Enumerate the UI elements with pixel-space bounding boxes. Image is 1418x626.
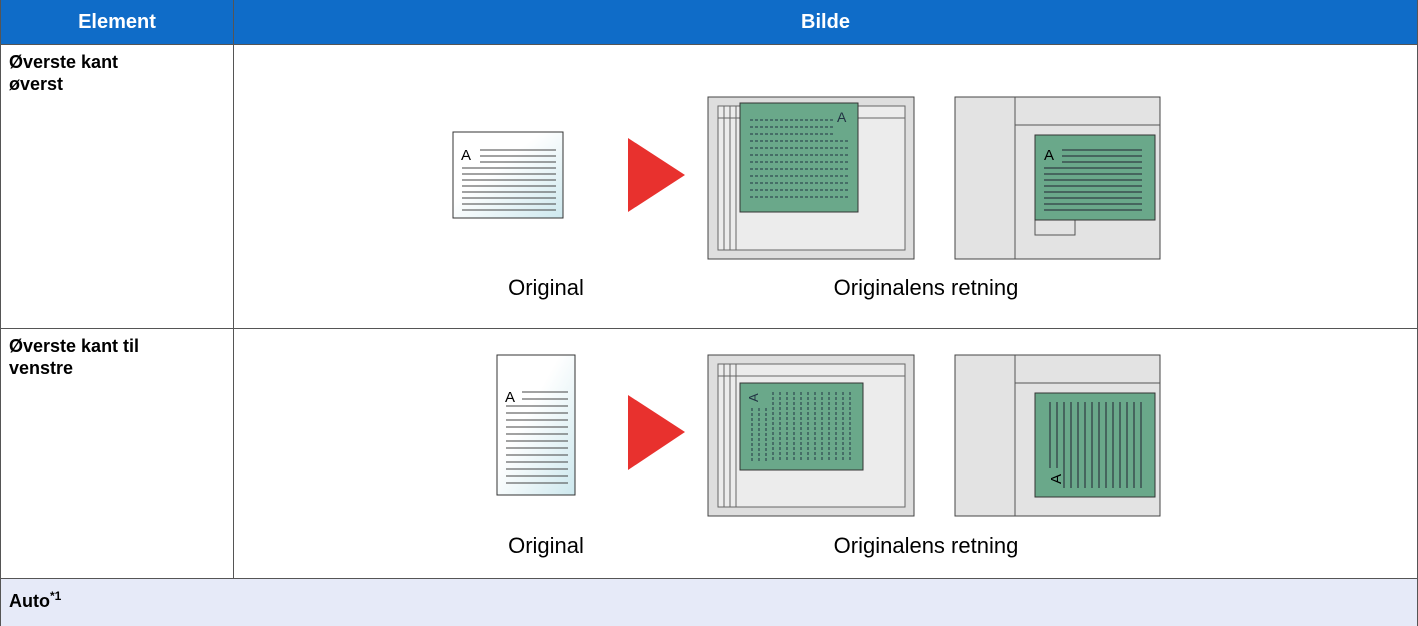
- arrow: [628, 138, 685, 212]
- caption: Original: [508, 533, 584, 558]
- caption: Originalens retning: [834, 275, 1019, 300]
- footer-cell: Auto*1: [0, 579, 1418, 626]
- footer-label: Auto: [9, 591, 50, 611]
- element-cell: Øverste kant øverst: [0, 45, 234, 329]
- element-cell: Øverste kant til venstre: [0, 329, 234, 579]
- sheet: [739, 102, 859, 213]
- illustration: A A A Original Originalens retning: [452, 96, 1161, 300]
- header-cell: Bilde: [234, 0, 1418, 45]
- glyph: A: [505, 389, 515, 406]
- original-page: [496, 354, 576, 496]
- image-cell: A A A Original Originalens retning: [234, 45, 1418, 329]
- original-page: [452, 131, 564, 219]
- image-cell: A A A Original Originalens retning: [234, 329, 1418, 579]
- sheet: [1034, 392, 1156, 498]
- glyph: A: [1044, 147, 1054, 164]
- caption: Originalens retning: [834, 533, 1019, 558]
- illustration: A A A Original Originalens retning: [496, 354, 1161, 558]
- glyph: A: [461, 147, 471, 164]
- sheet: [1034, 134, 1156, 221]
- arrow: [628, 395, 685, 470]
- footnote-mark: *1: [49, 589, 62, 603]
- glyph: A: [1048, 474, 1065, 484]
- glyph: A: [837, 109, 847, 125]
- caption: Original: [508, 275, 584, 300]
- glyph: A: [746, 393, 761, 402]
- header-cell: Element: [0, 0, 234, 45]
